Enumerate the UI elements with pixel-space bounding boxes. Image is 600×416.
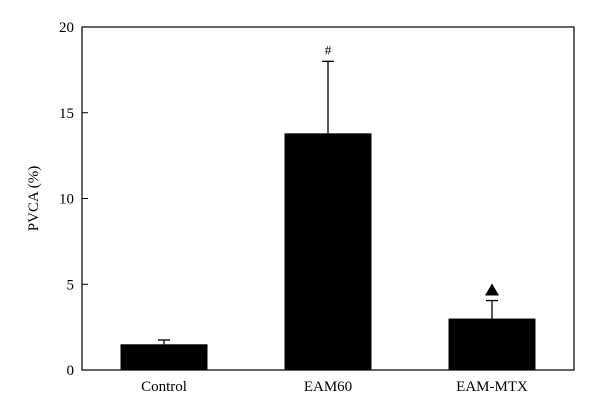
significance-triangle-icon [485,283,499,296]
bars-group: # [120,42,536,370]
y-axis: 0 5 10 15 20 [59,20,88,379]
x-tick-label: Control [141,379,187,395]
bar [284,133,372,370]
y-axis-title: PVCA (%) [26,166,42,231]
x-axis: Control EAM60 EAM-MTX [141,364,528,395]
y-tick-label: 10 [59,192,74,208]
x-tick-label: EAM60 [304,379,352,395]
y-tick-label: 0 [67,363,75,379]
y-tick-label: 5 [67,277,75,293]
y-tick-label: 15 [59,106,74,122]
significance-marker: # [325,42,332,57]
y-tick-label: 20 [59,20,74,36]
bar [448,318,536,370]
x-tick-label: EAM-MTX [456,379,528,395]
